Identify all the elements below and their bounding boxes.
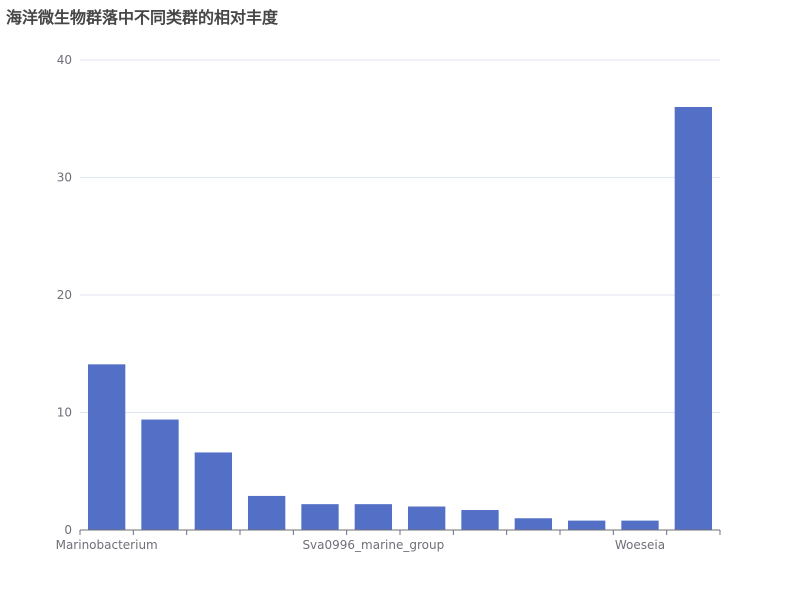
- bar[interactable]: [408, 506, 446, 531]
- x-tick-label: Sva0996_marine_group: [302, 538, 444, 552]
- bar[interactable]: [88, 364, 126, 530]
- x-axis: [79, 529, 721, 535]
- y-tick-label: 30: [57, 171, 72, 185]
- bar[interactable]: [621, 520, 659, 530]
- y-axis-ticks: 0 10 20 30 40: [57, 53, 72, 537]
- x-axis-ticks: Marinobacterium Sva0996_marine_group Woese…: [56, 538, 666, 552]
- x-tick-label: Marinobacterium: [56, 538, 158, 552]
- bar[interactable]: [248, 495, 286, 530]
- bar[interactable]: [461, 510, 499, 530]
- y-tick-label: 40: [57, 53, 72, 67]
- y-tick-label: 20: [57, 288, 72, 302]
- bar[interactable]: [194, 452, 232, 530]
- bar[interactable]: [568, 520, 606, 530]
- x-tick-label: Woeseia: [615, 538, 665, 552]
- chart-title: 海洋微生物群落中不同类群的相对丰度: [6, 8, 279, 27]
- bars: [88, 107, 712, 530]
- bar[interactable]: [301, 504, 339, 530]
- bar[interactable]: [354, 504, 392, 530]
- grid-lines: [80, 59, 720, 413]
- y-tick-label: 0: [64, 523, 72, 537]
- y-tick-label: 10: [57, 406, 72, 420]
- bar[interactable]: [514, 518, 552, 530]
- bar[interactable]: [141, 419, 179, 530]
- bar[interactable]: [674, 107, 712, 530]
